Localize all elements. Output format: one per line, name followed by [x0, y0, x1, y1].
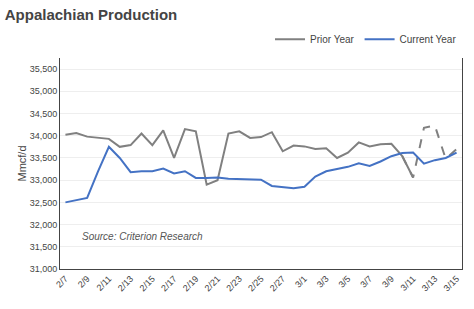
svg-text:3/15: 3/15 [442, 274, 461, 293]
svg-text:Prior Year: Prior Year [310, 34, 355, 45]
svg-text:Mmcf/d: Mmcf/d [16, 145, 28, 181]
svg-text:32,500: 32,500 [30, 198, 58, 208]
svg-text:3/5: 3/5 [337, 274, 353, 290]
svg-text:3/7: 3/7 [358, 274, 374, 290]
svg-text:32,000: 32,000 [30, 220, 58, 230]
svg-text:35,000: 35,000 [30, 86, 58, 96]
svg-text:Current Year: Current Year [400, 34, 457, 45]
svg-text:2/21: 2/21 [203, 274, 222, 293]
svg-text:2/17: 2/17 [159, 274, 178, 293]
svg-text:2/7: 2/7 [54, 274, 70, 290]
svg-text:2/9: 2/9 [76, 274, 92, 290]
svg-text:3/11: 3/11 [399, 274, 418, 293]
svg-text:3/1: 3/1 [293, 274, 309, 290]
svg-text:34,500: 34,500 [30, 109, 58, 119]
svg-text:2/13: 2/13 [116, 274, 135, 293]
svg-text:2/15: 2/15 [137, 274, 156, 293]
svg-text:33,500: 33,500 [30, 153, 58, 163]
svg-text:3/13: 3/13 [420, 274, 439, 293]
svg-text:2/25: 2/25 [246, 274, 265, 293]
svg-text:33,000: 33,000 [30, 175, 58, 185]
svg-text:35,500: 35,500 [30, 64, 58, 74]
svg-text:31,000: 31,000 [30, 264, 58, 274]
svg-text:2/23: 2/23 [224, 274, 243, 293]
svg-text:Source: Criterion Research: Source: Criterion Research [82, 231, 203, 242]
svg-text:Appalachian Production: Appalachian Production [5, 6, 178, 23]
svg-text:34,000: 34,000 [30, 131, 58, 141]
svg-text:2/19: 2/19 [181, 274, 200, 293]
svg-text:31,500: 31,500 [30, 242, 58, 252]
svg-text:2/27: 2/27 [268, 274, 287, 293]
svg-text:3/9: 3/9 [380, 274, 396, 290]
svg-text:2/11: 2/11 [94, 274, 113, 293]
svg-text:3/3: 3/3 [315, 274, 331, 290]
